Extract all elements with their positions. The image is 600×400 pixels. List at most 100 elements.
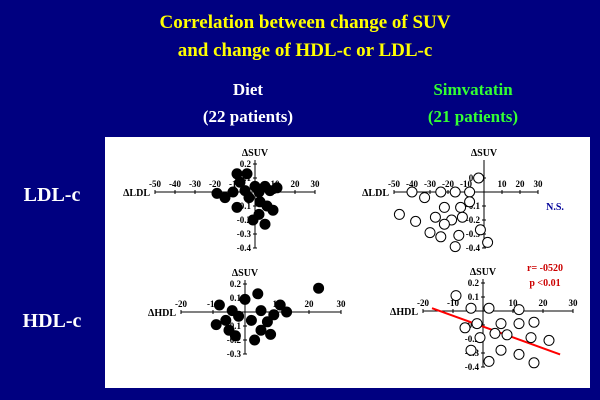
point bbox=[255, 324, 267, 336]
point bbox=[313, 282, 325, 294]
x-tick-label: 20 bbox=[305, 299, 315, 309]
x-tick-label: -20 bbox=[442, 179, 454, 189]
x-tick-label: 30 bbox=[534, 179, 544, 189]
point bbox=[450, 290, 462, 302]
point bbox=[513, 348, 525, 360]
y-tick-label: -0.3 bbox=[227, 349, 242, 359]
column-name: Diet bbox=[233, 80, 264, 99]
point bbox=[234, 176, 246, 188]
y-tick-label: -0.2 bbox=[465, 334, 480, 344]
point bbox=[252, 288, 264, 300]
point bbox=[274, 299, 286, 311]
point bbox=[419, 192, 431, 204]
x-tick-label: -30 bbox=[189, 179, 201, 189]
y-tick-label: -0.4 bbox=[465, 362, 480, 372]
point bbox=[435, 186, 447, 198]
point bbox=[464, 196, 476, 208]
point bbox=[455, 201, 467, 213]
point bbox=[259, 218, 271, 230]
point bbox=[438, 201, 450, 213]
x-axis-label: ΔHDL bbox=[390, 307, 418, 318]
point bbox=[261, 316, 273, 328]
y-tick-label: 0.1 bbox=[230, 293, 242, 303]
x-tick-label: -10 bbox=[447, 298, 459, 308]
point bbox=[229, 330, 241, 342]
point bbox=[465, 344, 477, 356]
point bbox=[393, 208, 405, 220]
point bbox=[226, 305, 238, 317]
x-tick-label: -10 bbox=[460, 179, 472, 189]
point bbox=[459, 322, 471, 334]
point bbox=[245, 314, 257, 326]
point bbox=[471, 318, 483, 330]
x-tick-label: 20 bbox=[291, 179, 301, 189]
y-tick-label: 0.2 bbox=[240, 159, 252, 169]
x-tick-label: 10 bbox=[509, 298, 519, 308]
y-tick-label: -0.1 bbox=[237, 201, 252, 211]
x-tick-label: -50 bbox=[149, 179, 161, 189]
title-line: and change of HDL-c or LDL-c bbox=[178, 40, 433, 61]
point bbox=[268, 309, 280, 321]
point bbox=[528, 357, 540, 369]
x-tick-label: -40 bbox=[169, 179, 181, 189]
point bbox=[255, 305, 267, 317]
point bbox=[213, 299, 225, 311]
column-name: Simvatatin bbox=[433, 80, 513, 99]
x-axis-label: ΔHDL bbox=[148, 308, 176, 319]
x-tick-label: -10 bbox=[207, 299, 219, 309]
point bbox=[435, 231, 447, 243]
point bbox=[210, 319, 222, 331]
point bbox=[231, 201, 243, 213]
x-tick-label: 30 bbox=[569, 298, 579, 308]
point bbox=[483, 355, 495, 367]
point bbox=[438, 218, 450, 230]
point bbox=[474, 224, 486, 236]
point bbox=[513, 318, 525, 330]
y-tick-label: 0.2 bbox=[468, 278, 480, 288]
point bbox=[474, 332, 486, 344]
y-tick-label: -0.2 bbox=[466, 215, 481, 225]
x-tick-label: 30 bbox=[337, 299, 347, 309]
annotation: r= -0520 bbox=[527, 263, 563, 274]
point bbox=[501, 329, 513, 341]
point bbox=[424, 227, 436, 239]
y-tick-label: -0.2 bbox=[237, 215, 252, 225]
y-tick-label: 0.2 bbox=[230, 279, 242, 289]
point bbox=[482, 236, 494, 248]
y-axis-label: ΔSUV bbox=[470, 267, 497, 278]
x-tick-label: -20 bbox=[175, 299, 187, 309]
x-tick-label: -20 bbox=[417, 298, 429, 308]
point bbox=[281, 306, 293, 318]
point bbox=[267, 204, 279, 216]
x-tick-label: 30 bbox=[311, 179, 321, 189]
x-tick-label: -50 bbox=[388, 179, 400, 189]
y-axis-label: ΔSUV bbox=[232, 268, 259, 279]
point bbox=[219, 192, 231, 204]
panel bbox=[105, 137, 590, 388]
point bbox=[453, 229, 465, 241]
y-tick-label: 0.1 bbox=[468, 292, 480, 302]
x-tick-label: -40 bbox=[406, 179, 418, 189]
column-count: (22 patients) bbox=[203, 107, 293, 126]
point bbox=[465, 302, 477, 314]
point bbox=[265, 328, 277, 340]
y-tick-label: -0.4 bbox=[237, 243, 252, 253]
x-tick-label: -20 bbox=[209, 179, 221, 189]
point bbox=[429, 211, 441, 223]
point bbox=[489, 327, 501, 339]
x-tick-label: 10 bbox=[498, 179, 508, 189]
point bbox=[239, 293, 251, 305]
point bbox=[513, 304, 525, 316]
row-label: HDL-c bbox=[23, 310, 82, 332]
point bbox=[456, 211, 468, 223]
point bbox=[525, 332, 537, 344]
point bbox=[449, 241, 461, 253]
y-tick-label: -0.3 bbox=[237, 229, 252, 239]
point bbox=[227, 186, 239, 198]
point bbox=[243, 192, 255, 204]
y-axis-label: ΔSUV bbox=[471, 148, 498, 159]
column-count: (21 patients) bbox=[428, 107, 518, 126]
point bbox=[473, 172, 485, 184]
y-tick-label: -0.1 bbox=[227, 321, 242, 331]
point bbox=[220, 314, 232, 326]
